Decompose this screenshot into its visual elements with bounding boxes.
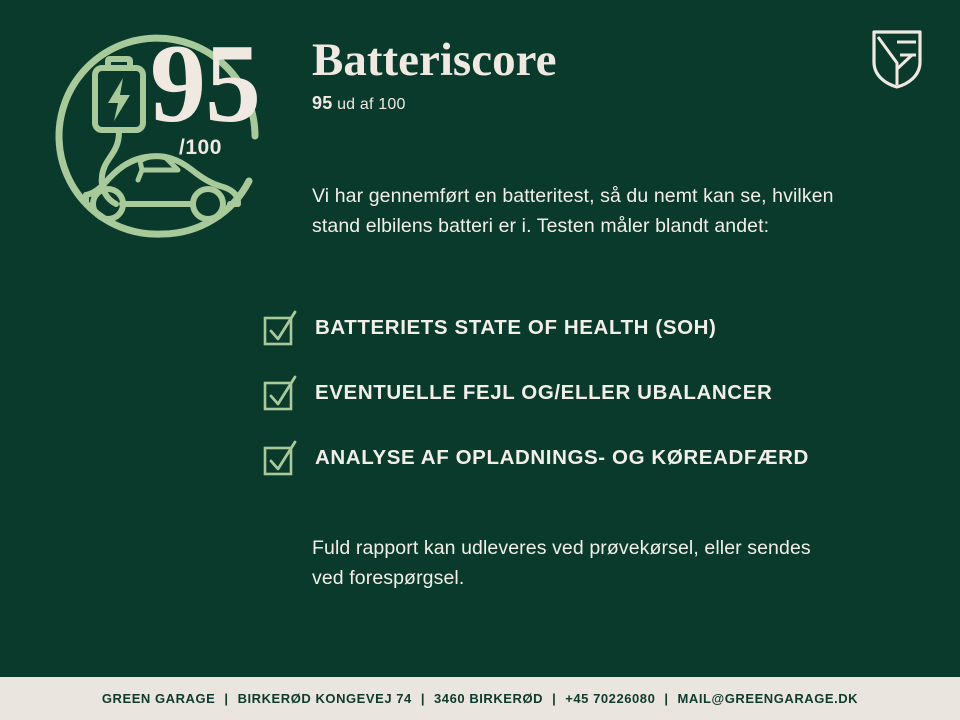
footer-separator: | — [552, 691, 557, 706]
checkbox-checked-icon — [262, 374, 298, 412]
badge-score-denominator: /100 — [179, 136, 222, 159]
intro-paragraph: Vi har gennemført en batteritest, så du … — [312, 185, 834, 237]
subtitle-rest: ud af 100 — [332, 96, 406, 114]
list-item-label: EVENTUELLE FEJL OG/ELLER UBALANCER — [315, 381, 773, 404]
car-pillar-icon — [135, 167, 145, 183]
footer-street: BIRKERØD KONGEVEJ 74 — [237, 691, 412, 706]
checkbox-checked-icon — [262, 439, 298, 477]
charging-cable-icon — [98, 129, 122, 207]
list-item: ANALYSE AF OPLADNINGS- OG KØREADFÆRD — [262, 436, 882, 480]
subtitle-score: 95 — [312, 93, 333, 114]
outro-paragraph: Fuld rapport kan udleveres ved prøvekørs… — [312, 537, 811, 589]
list-item-label: ANALYSE AF OPLADNINGS- OG KØREADFÆRD — [315, 446, 809, 469]
footer-bar: GREEN GARAGE | BIRKERØD KONGEVEJ 74 | 3460 B… — [0, 677, 960, 720]
car-window-icon — [137, 153, 181, 173]
leaf-branch-diag-icon — [895, 53, 914, 71]
footer-separator: | — [664, 691, 669, 706]
list-item-label: BATTERIETS STATE OF HEALTH (SOH) — [315, 316, 717, 339]
green-garage-shield-logo-icon — [872, 30, 922, 89]
circular-arc — [55, 34, 259, 238]
lightning-bolt-icon — [108, 78, 130, 121]
battery-score-badge: 95 /100 — [42, 18, 292, 258]
footer-separator: | — [224, 691, 229, 706]
page-title: Batteriscore — [312, 34, 557, 86]
brand-logo — [870, 28, 924, 90]
shield-outline-icon — [872, 30, 922, 89]
car-rear-wheel-icon — [190, 186, 226, 222]
badge-score-number: 95 — [150, 22, 261, 146]
badge-graphic — [55, 34, 259, 238]
feature-checklist: BATTERIETS STATE OF HEALTH (SOH) EVENTUE… — [262, 306, 882, 501]
footer-separator: | — [420, 691, 426, 706]
footer-company: GREEN GARAGE — [101, 691, 216, 706]
page-subtitle: 95 ud af 100 — [312, 93, 852, 114]
footer-phone: +45 70226080 — [565, 691, 656, 706]
footer-city: 3460 BIRKERØD — [434, 691, 544, 706]
footer-contact-line: GREEN GARAGE | BIRKERØD KONGEVEJ 74 | 3460 B… — [102, 691, 858, 706]
list-item: EVENTUELLE FEJL OG/ELLER UBALANCER — [262, 371, 882, 415]
battery-cap-icon — [105, 56, 133, 71]
footer-email: MAIL@GREENGARAGE.DK — [677, 691, 859, 706]
car-front-wheel-icon — [90, 186, 126, 222]
checkbox-checked-icon — [262, 309, 298, 347]
car-roof-icon — [83, 153, 241, 205]
header-block: Batteriscore 95 ud af 100 — [312, 34, 852, 114]
leaf-stem-icon — [876, 36, 899, 85]
list-item: BATTERIETS STATE OF HEALTH (SOH) — [262, 306, 882, 350]
